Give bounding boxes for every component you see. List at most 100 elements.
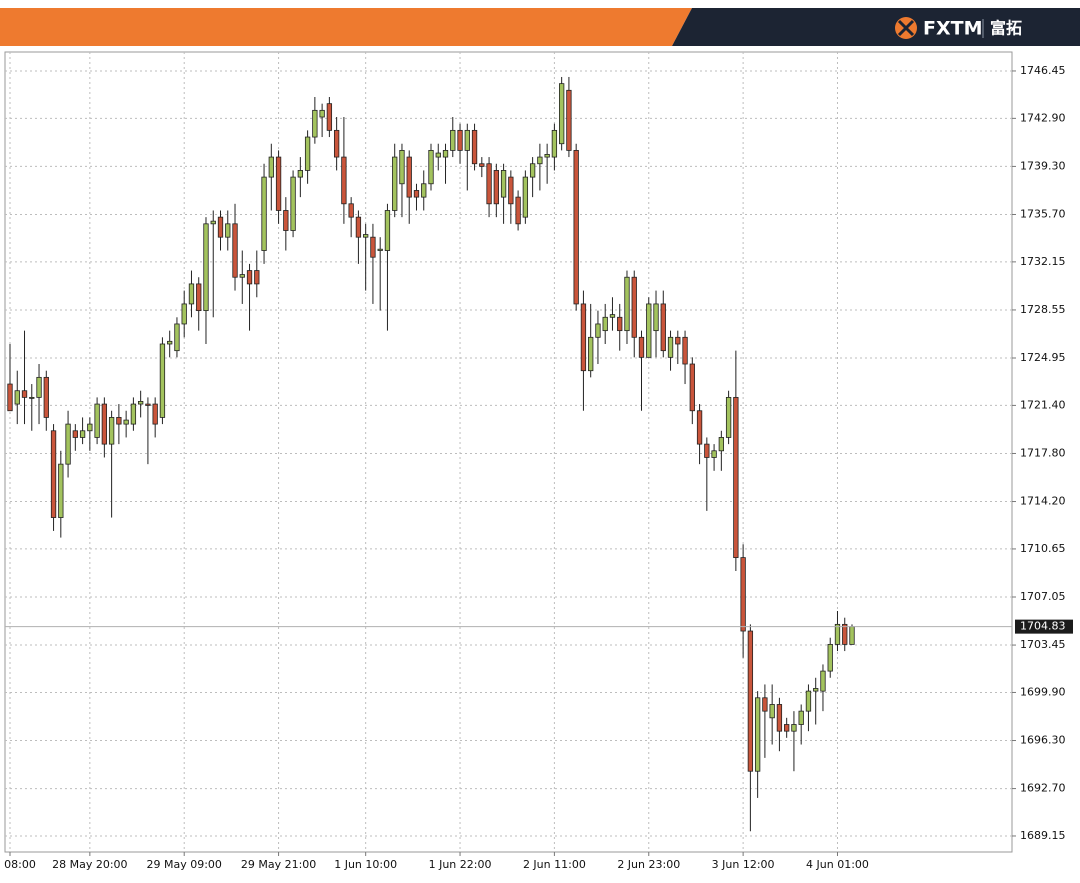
- logo-icon-cross: [897, 19, 915, 37]
- candle-body: [704, 443, 710, 458]
- candle-body: [515, 196, 521, 225]
- candle-body: [733, 396, 739, 559]
- candle-body: [559, 83, 565, 145]
- candle-body: [312, 109, 318, 138]
- candle-body: [101, 403, 108, 445]
- candle-body: [435, 152, 441, 158]
- candle-body: [617, 316, 623, 332]
- y-tick-label: 1739.30: [1020, 159, 1066, 172]
- candle-body: [43, 376, 49, 418]
- candle-body: [203, 223, 209, 312]
- candle-body: [493, 170, 499, 205]
- y-tick-label: 1699.90: [1020, 685, 1066, 698]
- candle-body: [14, 390, 20, 405]
- candle-body: [537, 156, 543, 165]
- candle-body: [718, 437, 724, 452]
- candle-body: [689, 363, 695, 412]
- candle-body: [130, 403, 137, 425]
- candle-body: [72, 430, 78, 438]
- candle-body: [341, 156, 347, 205]
- candle-body: [711, 450, 717, 458]
- candle-body: [297, 170, 303, 178]
- candle-body: [261, 176, 267, 251]
- candle-body: [7, 383, 13, 412]
- candle-body: [842, 623, 848, 645]
- candle-body: [631, 276, 637, 338]
- candle-body: [450, 129, 456, 151]
- x-tick-label: 28 May 20:00: [52, 858, 127, 871]
- candle-body: [355, 216, 362, 238]
- candle-body: [138, 400, 144, 405]
- candle-body: [769, 704, 775, 719]
- candle-body: [725, 396, 732, 438]
- candle-body: [94, 403, 100, 438]
- candle-body: [123, 419, 129, 425]
- y-tick-label: 1707.05: [1020, 590, 1066, 603]
- candle-body: [145, 403, 151, 406]
- y-tick-label: 1689.15: [1020, 829, 1066, 842]
- candle-body: [813, 688, 819, 692]
- candle-body: [624, 276, 630, 332]
- x-tick-label: 29 May 09:00: [146, 858, 221, 871]
- candle-body: [508, 176, 514, 205]
- candle-body: [225, 223, 231, 238]
- candle-body: [675, 336, 681, 345]
- candle-body: [682, 336, 688, 365]
- y-tick-label: 1732.15: [1020, 255, 1066, 268]
- candle-body: [849, 626, 855, 645]
- candle-body: [457, 129, 463, 151]
- candle-body: [116, 417, 122, 425]
- y-tick-label: 1742.90: [1020, 111, 1066, 124]
- candle-body: [609, 314, 616, 318]
- logo-text-cn: 富拓: [990, 19, 1022, 38]
- candle-body: [370, 236, 376, 258]
- y-tick-label: 1724.95: [1020, 351, 1066, 364]
- candle-body: [805, 690, 812, 712]
- candle-body: [798, 710, 804, 725]
- candle-body: [283, 210, 289, 231]
- candle-body: [275, 156, 282, 211]
- candle-body: [196, 283, 202, 312]
- candle-body: [290, 176, 296, 231]
- candle-body: [834, 623, 841, 645]
- candle-body: [566, 89, 572, 151]
- y-tick-label: 1703.45: [1020, 638, 1066, 651]
- candle-body: [392, 156, 398, 211]
- candle-body: [646, 303, 652, 358]
- last-price-box: [1015, 619, 1073, 634]
- candle-body: [217, 216, 224, 238]
- candle-body: [660, 303, 666, 352]
- candle-body: [108, 417, 115, 445]
- x-tick-label: 29 May 21:00: [241, 858, 316, 871]
- candle-body: [638, 336, 645, 358]
- candle-body: [232, 223, 238, 278]
- header-logo-band: [672, 8, 1080, 46]
- candle-body: [776, 704, 783, 732]
- x-tick-label: 2 Jun 11:00: [523, 858, 586, 871]
- candle-body: [159, 343, 166, 418]
- y-tick-label: 1692.70: [1020, 782, 1066, 795]
- candle-body: [181, 303, 187, 325]
- candle-body: [58, 463, 64, 518]
- candle-body: [696, 410, 703, 445]
- x-tick-label: 1 Jun 10:00: [334, 858, 397, 871]
- last-price-label: 1704.83: [1020, 620, 1066, 633]
- candle-body: [246, 270, 253, 285]
- candle-body: [399, 149, 405, 185]
- candle-body: [363, 234, 369, 238]
- candle-body: [486, 163, 492, 205]
- y-tick-label: 1717.80: [1020, 446, 1066, 459]
- candle-body: [319, 109, 325, 118]
- candle-body: [747, 630, 754, 772]
- y-tick-label: 1714.20: [1020, 495, 1066, 508]
- candle-body: [421, 183, 427, 198]
- candle-body: [442, 149, 449, 158]
- candle-body: [188, 283, 195, 305]
- candle-body: [174, 323, 180, 352]
- candle-body: [595, 323, 601, 338]
- candle-body: [762, 697, 768, 712]
- candle-body: [79, 430, 86, 438]
- candle-body: [348, 203, 354, 218]
- y-tick-label: 1746.45: [1020, 64, 1066, 77]
- y-tick-label: 1710.65: [1020, 542, 1066, 555]
